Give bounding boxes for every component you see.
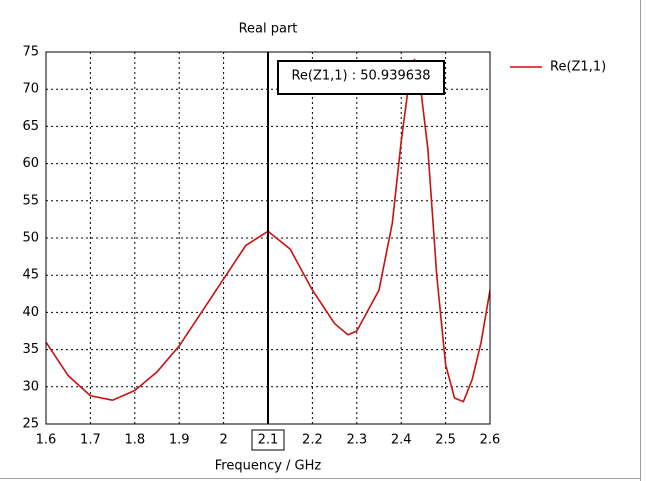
chart-title: Real part (239, 22, 298, 37)
y-tick-label: 65 (22, 119, 39, 134)
y-tick-label: 75 (22, 45, 39, 60)
x-tick-label: 1.8 (124, 433, 145, 448)
x-tick-label: 2.5 (435, 433, 456, 448)
legend-label: Re(Z1,1) (550, 60, 606, 75)
x-axis-label: Frequency / GHz (215, 459, 322, 474)
y-tick-label: 60 (22, 156, 39, 171)
x-tick-label: 2.3 (346, 433, 367, 448)
x-tick-label: 2.6 (480, 433, 501, 448)
y-tick-label: 45 (22, 268, 39, 283)
y-tick-label: 70 (22, 82, 39, 97)
annotation-box (277, 60, 445, 95)
y-tick-label: 55 (22, 193, 39, 208)
x-tick-label: 2.2 (302, 433, 323, 448)
y-tick-label: 50 (22, 231, 39, 246)
annotation-text: Re(Z1,1) : 50.939638 (291, 69, 430, 84)
y-tick-label: 25 (22, 417, 39, 432)
x-tick-label: 1.9 (169, 433, 190, 448)
x-tick-label: 1.7 (80, 433, 101, 448)
x-tick-label: 2.1 (258, 433, 279, 448)
series-line (46, 58, 490, 403)
y-tick-label: 40 (22, 305, 39, 320)
marker-tick-box (251, 429, 285, 451)
y-tick-label: 30 (22, 379, 39, 394)
y-tick-label: 35 (22, 342, 39, 357)
x-tick-label: 2 (219, 433, 227, 448)
x-tick-label: 1.6 (36, 433, 57, 448)
x-tick-label: 2.4 (391, 433, 412, 448)
